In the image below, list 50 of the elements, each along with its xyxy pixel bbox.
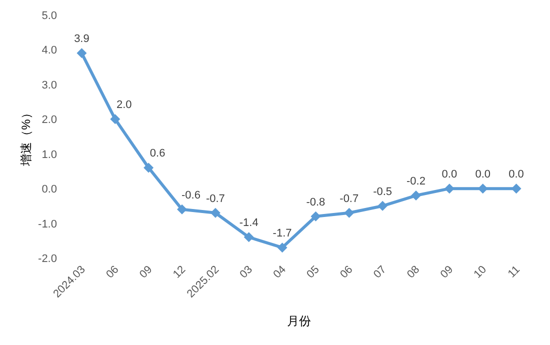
x-tick-label: 09: [438, 264, 456, 281]
x-tick-label: 06: [338, 264, 356, 281]
data-label: -0.6: [182, 189, 200, 202]
x-tick-label: 07: [372, 264, 389, 281]
point: [144, 162, 154, 173]
y-tick-label: 5.0: [42, 10, 57, 22]
x-tick-label: 12: [170, 264, 188, 281]
y-tick-label: 2.0: [42, 114, 57, 126]
point: [378, 200, 388, 211]
x-tick-label: 10: [472, 264, 489, 281]
point: [210, 208, 220, 218]
data-label: 0.0: [508, 168, 524, 181]
data-label: -1.7: [272, 228, 292, 240]
y-tick-label: 3.0: [42, 79, 57, 92]
data-label: -0.8: [306, 196, 326, 208]
x-tick-label: 03: [238, 264, 255, 281]
y-axis-title: 增速（%）: [19, 107, 33, 167]
x-axis-title: 月份: [287, 314, 311, 328]
point: [177, 204, 187, 214]
point: [110, 114, 120, 124]
point: [478, 184, 488, 194]
point: [244, 232, 254, 242]
data-label: -0.5: [373, 186, 392, 198]
point: [344, 208, 354, 218]
data-label: -0.7: [206, 192, 225, 205]
data-label: 3.9: [74, 33, 90, 46]
data-label: 2.0: [116, 99, 132, 112]
point: [76, 48, 87, 58]
point: [310, 211, 321, 222]
data-label: 0.0: [475, 168, 491, 181]
y-tick-label: -2.0: [38, 253, 57, 265]
data-label: -0.2: [406, 176, 426, 188]
data-label: -0.7: [340, 192, 359, 205]
point: [511, 184, 522, 194]
x-tick-label: 11: [506, 264, 522, 280]
data-label: -1.4: [239, 217, 258, 230]
y-tick-label: 1.0: [42, 148, 57, 161]
point: [444, 184, 454, 194]
point: [277, 242, 288, 253]
x-tick-label: 06: [104, 264, 122, 281]
y-tick-label: 4.0: [42, 44, 57, 57]
point: [411, 190, 421, 201]
data-label: 0.6: [150, 148, 166, 160]
x-tick-label: 08: [404, 264, 422, 281]
y-tick-label: 0.0: [42, 184, 57, 196]
data-label: 0.0: [442, 168, 458, 181]
x-tick-label: 04: [271, 264, 288, 281]
x-tick-label: 05: [304, 264, 322, 281]
x-tick-label: 09: [138, 264, 155, 281]
y-tick-label: -1.0: [38, 218, 57, 230]
